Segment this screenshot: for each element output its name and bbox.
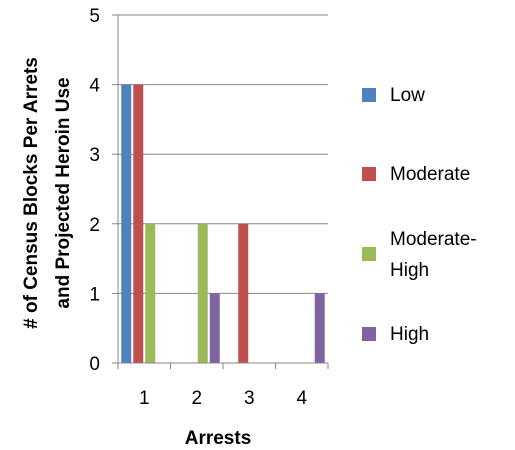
legend-label-moderate: Moderate xyxy=(390,164,470,185)
y-tick-label-3: 3 xyxy=(89,145,100,166)
y-tick-label-1: 1 xyxy=(89,284,100,305)
bar-low-1 xyxy=(121,84,132,363)
y-axis-title-line-2: and Projected Heroin Use xyxy=(53,77,74,308)
legend-label-moderate-high-line-2: High xyxy=(390,260,429,281)
bars xyxy=(121,84,325,363)
x-axis-title: Arrests xyxy=(185,428,252,449)
legend-swatch-moderate xyxy=(362,167,376,181)
bar-moderate-1 xyxy=(133,84,144,363)
y-tick-label-2: 2 xyxy=(89,215,100,236)
x-tick-labels: 1 2 3 4 xyxy=(139,388,308,409)
bar-high-2 xyxy=(209,293,220,363)
y-tick-labels: 0 1 2 3 4 5 xyxy=(89,6,100,375)
axes xyxy=(112,14,329,369)
x-tick-label-4: 4 xyxy=(296,388,307,409)
y-tick-label-0: 0 xyxy=(89,354,100,375)
legend-swatch-high xyxy=(362,327,376,341)
legend-swatch-moderate-high xyxy=(362,247,376,261)
x-tick-label-3: 3 xyxy=(244,388,255,409)
legend: Low Moderate Moderate- High High xyxy=(362,85,477,345)
legend-swatch-low xyxy=(362,88,376,102)
y-axis-title: # of Census Blocks Per Arrets and Projec… xyxy=(21,57,74,329)
legend-label-moderate-high-line-1: Moderate- xyxy=(390,229,477,250)
legend-label-high: High xyxy=(390,324,429,345)
y-tick-label-4: 4 xyxy=(89,76,100,97)
bar-moderate-high-2 xyxy=(197,223,208,363)
bar-moderate-high-1 xyxy=(145,223,156,363)
bar-high-4 xyxy=(314,293,325,363)
bar-moderate-3 xyxy=(238,223,249,363)
y-tick-label-5: 5 xyxy=(89,6,100,27)
x-tick-label-2: 2 xyxy=(191,388,202,409)
x-tick-label-1: 1 xyxy=(139,388,150,409)
y-axis-title-line-1: # of Census Blocks Per Arrets xyxy=(21,57,42,329)
legend-label-low: Low xyxy=(390,85,425,106)
